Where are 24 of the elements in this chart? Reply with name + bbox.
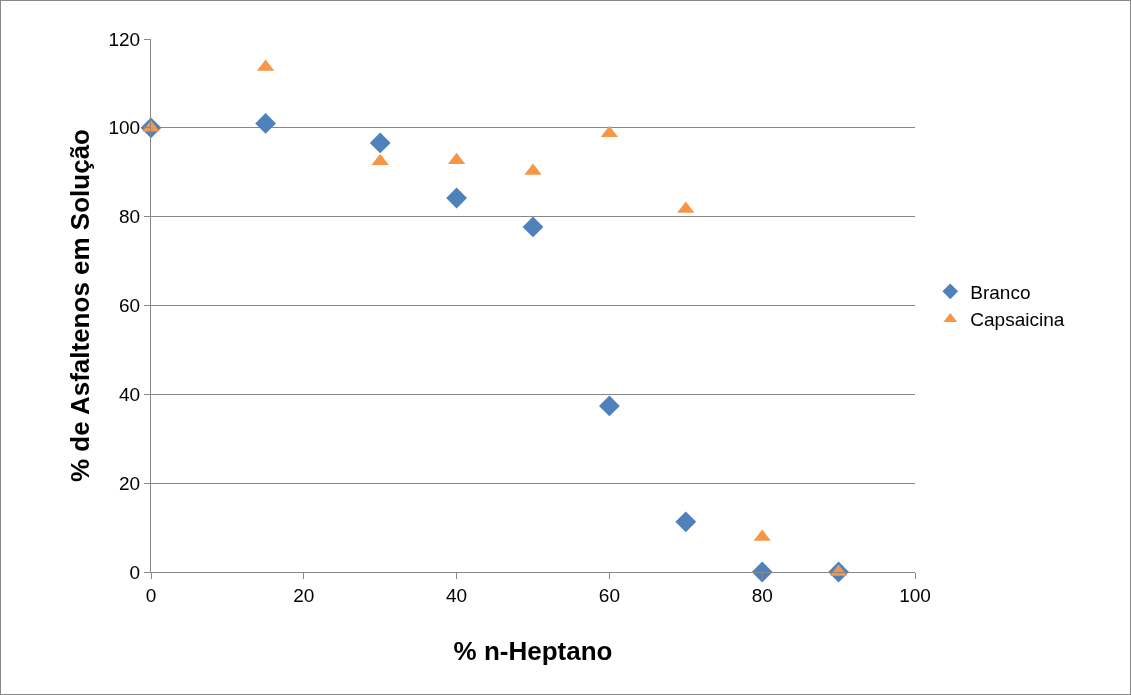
point — [751, 561, 773, 583]
x-axis-title: % n-Heptano — [453, 636, 613, 666]
x-tick-label: 60 — [598, 584, 620, 606]
point — [599, 395, 620, 417]
legend-label: Branco — [970, 281, 1031, 303]
x-tick-label: 40 — [446, 584, 468, 606]
y-tick-label: 80 — [119, 206, 141, 228]
y-tick-label: 60 — [119, 295, 141, 317]
point — [522, 216, 544, 238]
y-tick-label: 40 — [119, 383, 141, 405]
y-tick-label: 100 — [108, 117, 141, 139]
y-axis-title: % de Asfaltenos em Solução — [65, 128, 95, 483]
y-tick-label: 20 — [119, 472, 141, 494]
point — [446, 187, 467, 209]
point — [369, 132, 391, 154]
point — [675, 511, 697, 533]
legend-label: Capsaicina — [970, 309, 1065, 331]
x-tick-label: 100 — [899, 584, 931, 606]
y-tick-label: 0 — [129, 561, 141, 583]
point — [255, 112, 276, 134]
x-tick-label: 0 — [145, 584, 157, 606]
y-tick-label: 120 — [108, 28, 141, 50]
x-tick-label: 20 — [293, 584, 315, 606]
x-tick-label: 80 — [751, 584, 773, 606]
